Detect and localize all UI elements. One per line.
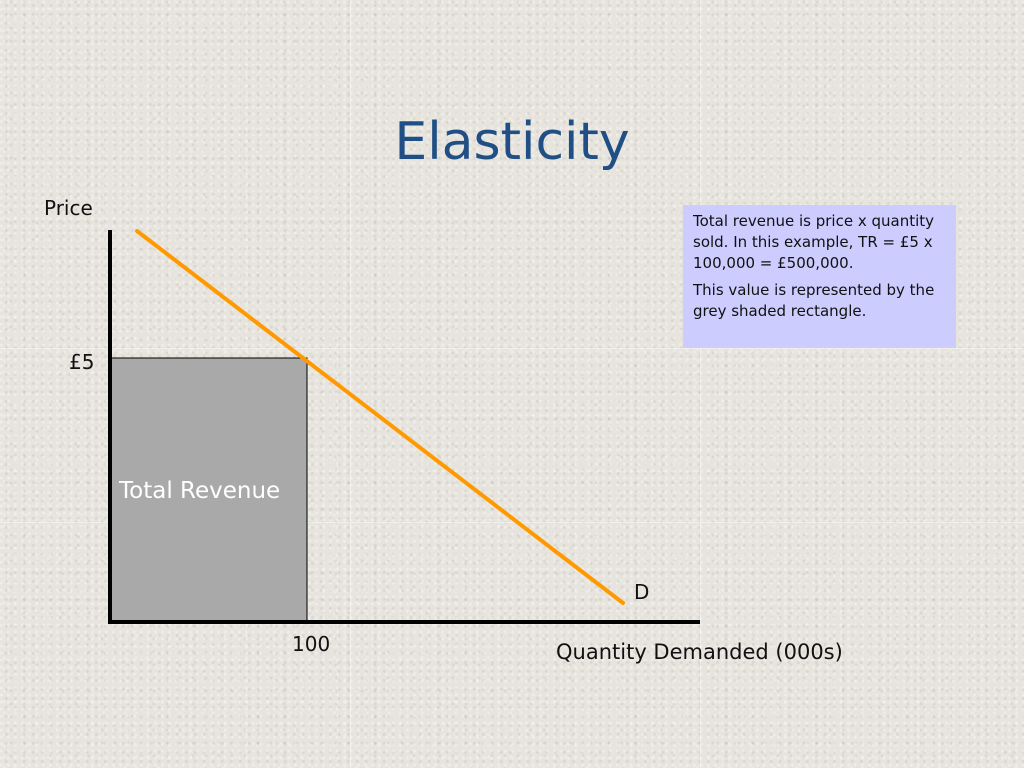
explanation-paragraph: This value is represented by the grey sh… [693,281,935,320]
total-revenue-explanation-box: Total revenue is price x quantity sold. … [683,205,956,348]
quantity-tick-label: 100 [292,632,331,656]
background-seam [0,348,1024,349]
explanation-paragraph: Total revenue is price x quantity sold. … [693,212,935,272]
background-seam [350,0,351,768]
total-revenue-rectangle [110,357,308,623]
total-revenue-label: Total Revenue [119,478,281,504]
background-seam [0,522,1024,523]
demand-curve [135,229,625,605]
demand-curve-label: D [634,580,650,604]
y-axis-label: Price [44,196,93,220]
x-axis-label: Quantity Demanded (000s) [556,640,843,664]
price-tick-label: £5 [69,350,95,374]
slide-title: Elasticity [394,112,630,172]
background-seam [700,0,701,768]
